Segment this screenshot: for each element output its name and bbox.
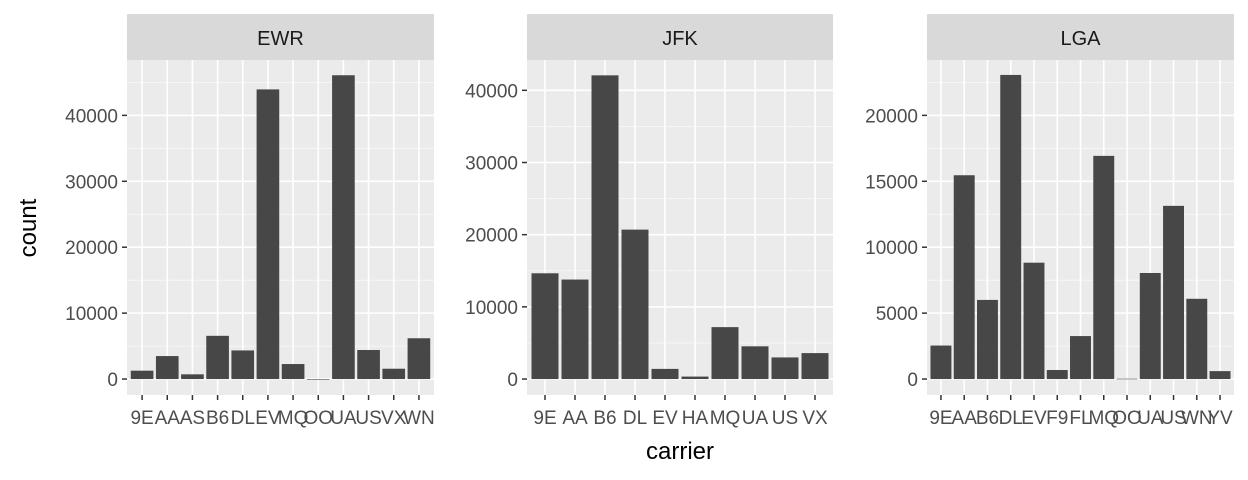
y-tick-label: 20000 [465,226,518,247]
y-tick-label: 0 [507,370,518,391]
x-tick-label: AA [952,408,978,429]
bar-us [771,357,799,380]
bar-wn [1186,298,1208,380]
x-tick-label: WN [403,408,435,429]
facet-strip [127,14,434,60]
bar-aa [561,279,589,380]
y-tick-label: 15000 [865,172,918,193]
y-tick-label: 20000 [65,238,118,259]
x-tick-label: AA [155,408,181,429]
x-tick-label: US [355,408,381,429]
panel-background [127,60,434,395]
y-tick-label: 20000 [865,106,918,127]
x-tick-label: UA [1137,408,1164,429]
bar-ev [651,368,679,380]
x-tick-label: F9 [1046,408,1068,429]
y-tick-label: 40000 [65,106,118,127]
x-tick-label: HA [682,408,709,429]
x-tick-label: OO [1112,408,1142,429]
x-tick-label: MQ [278,408,309,429]
x-tick-label: DL [623,408,647,429]
x-tick-label: EV [1021,408,1047,429]
bar-mq [711,327,739,380]
bar-aa [953,175,975,380]
facet-ewr: EWR 0 10000 20000 30000 40000 9E AA AS B6 DL EVMQOO… [65,14,435,429]
x-tick-label: EV [652,408,678,429]
bar-9e [130,370,154,380]
bar-dl [1000,74,1022,380]
x-tick-label: 9E [130,408,153,429]
y-tick-label: 30000 [465,153,518,174]
x-tick-label: 9E [533,408,556,429]
y-tick-label: 40000 [465,81,518,102]
x-tick-label: 9E [929,408,952,429]
y-tick-label: 30000 [65,172,118,193]
x-tick-label: YV [1207,408,1233,429]
x-tick-label: DL [999,408,1023,429]
x-tick-label: EV [255,408,281,429]
facet-strip [927,14,1234,60]
facet-strip-label: EWR [257,28,304,50]
bar-ua [741,346,769,380]
bar-mq [1093,155,1115,380]
x-tick-label: AS [180,408,205,429]
facet-strip [527,14,833,60]
bar-as [181,374,204,380]
facet-strip-label: LGA [1060,28,1101,50]
bar-dl [621,229,649,380]
x-tick-label: OO [303,408,333,429]
y-tick-label: 0 [107,370,118,391]
facet-strip-label: JFK [662,28,698,50]
bar-ha [681,376,709,380]
facet-jfk: JFK 0 10000 20000 30000 40000 9E AA B6 DL EV HA MQ UA… [465,14,833,429]
bar-us [1163,205,1184,380]
bar-9e [930,345,952,380]
y-tick-label: 10000 [465,298,518,319]
y-tick-label: 0 [907,370,918,391]
bar-aa [155,356,179,380]
x-tick-label: B6 [206,408,229,429]
x-tick-label: UA [330,408,357,429]
x-tick-label: FL [1069,408,1091,429]
bar-b6 [591,75,619,380]
bar-us [357,350,380,380]
bar-ua [332,75,355,380]
x-axis-label: carrier [646,438,714,465]
x-tick-label: B6 [593,408,616,429]
y-tick-label: 5000 [876,304,918,325]
bar-b6 [206,335,229,380]
bar-9e [531,273,559,380]
bar-ua [1139,272,1161,380]
bar-vx [382,368,406,380]
bar-f9 [1046,370,1068,380]
bar-b6 [977,299,998,380]
x-tick-label: US [772,408,798,429]
x-tick-label: US [1160,408,1186,429]
bar-fl [1070,336,1091,380]
bar-ev [1023,262,1045,380]
bar-vx [801,353,829,380]
x-tick-label: VX [802,408,828,429]
x-tick-label: UA [742,408,769,429]
x-tick-label: DL [231,408,255,429]
bar-yv [1209,371,1231,380]
y-tick-label: 10000 [65,304,118,325]
x-tick-label: AA [562,408,588,429]
y-tick-label: 10000 [865,238,918,259]
x-tick-label: VX [381,408,407,429]
bar-oo [306,379,330,380]
x-tick-label: MQ [1088,408,1119,429]
bar-wn [407,338,431,380]
bar-ev [256,89,280,380]
bar-oo [1116,378,1138,380]
bar-mq [281,364,305,380]
bar-dl [231,350,255,380]
x-tick-label: B6 [976,408,999,429]
y-axis-label: count [15,198,42,257]
x-tick-label: WN [1181,408,1213,429]
x-tick-label: MQ [710,408,741,429]
